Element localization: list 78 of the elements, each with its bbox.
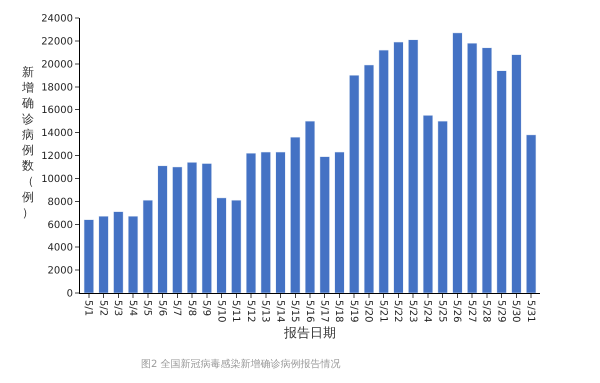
- x-tick-label: 5/23: [406, 300, 418, 322]
- bar: [304, 120, 316, 293]
- y-tick-label: 24000: [41, 14, 73, 24]
- y-tick-label: 18000: [41, 82, 73, 94]
- x-tick-label: 5/9: [200, 300, 212, 316]
- bar: [452, 32, 462, 293]
- x-tick-label: 5/8: [186, 300, 197, 316]
- y-tick-label: 2000: [48, 266, 73, 277]
- x-tick-label: 5/22: [392, 300, 404, 322]
- y-tick-label: 22000: [41, 36, 73, 48]
- bar: [467, 42, 478, 293]
- bar: [216, 198, 227, 293]
- bar: [202, 163, 212, 293]
- bar: [320, 156, 330, 293]
- x-tick-label: 5/12: [244, 300, 256, 322]
- x-tick-label: 5/17: [318, 300, 330, 322]
- y-tick-label: 4000: [48, 242, 73, 254]
- bar: [438, 120, 448, 293]
- x-tick-label: 5/15: [289, 300, 300, 322]
- x-tick-label: 5/20: [362, 300, 374, 322]
- y-tick-label: 0: [66, 288, 73, 300]
- x-tick-label: 5/10: [215, 300, 226, 322]
- x-tick-label: 5/27: [466, 300, 477, 322]
- bar: [260, 152, 271, 293]
- x-tick-label: 5/7: [171, 300, 182, 316]
- x-tick-label: 5/4: [126, 300, 138, 316]
- x-tick-label: 5/1: [82, 300, 94, 316]
- y-tick-label: 10000: [41, 174, 73, 185]
- y-tick-label: 14000: [41, 128, 73, 140]
- x-tick-label: 5/25: [436, 300, 448, 322]
- bar: [98, 216, 109, 293]
- bar: [290, 136, 300, 293]
- x-tick-label: 5/30: [510, 300, 522, 322]
- x-tick-label: 5/19: [348, 300, 359, 322]
- y-tick-label: 20000: [41, 59, 73, 70]
- y-tick-label: 16000: [41, 105, 73, 116]
- x-tick-label: 5/14: [274, 300, 286, 322]
- x-tick-label: 5/11: [230, 300, 242, 322]
- x-tick-label: 5/2: [97, 300, 108, 316]
- bar: [113, 211, 124, 293]
- x-tick-label: 5/21: [377, 300, 388, 322]
- bar: [422, 115, 433, 293]
- x-tick-label: 5/5: [142, 300, 153, 316]
- bar: [378, 50, 389, 293]
- y-tick-label: 12000: [41, 151, 73, 162]
- bar: [187, 162, 198, 293]
- bar: [275, 152, 286, 293]
- bar: [142, 200, 153, 293]
- x-axis-title: 报告日期: [283, 326, 336, 342]
- bar: [526, 134, 536, 293]
- x-tick-label: 5/26: [451, 300, 462, 322]
- y-tick-label: 8000: [48, 196, 73, 208]
- x-tick-label: 5/29: [495, 300, 506, 322]
- bar: [334, 152, 345, 293]
- bar: [364, 64, 374, 293]
- x-tick-label: 5/6: [156, 300, 168, 316]
- x-tick-label: 5/13: [260, 300, 271, 322]
- x-tick-label: 5/31: [524, 300, 536, 322]
- x-tick-label: 5/28: [480, 300, 492, 322]
- bar: [511, 54, 522, 293]
- bar: [172, 166, 182, 293]
- bar: [482, 48, 492, 293]
- x-tick-label: 5/24: [422, 300, 433, 322]
- x-tick-label: 5/16: [304, 300, 315, 322]
- x-tick-label: 5/3: [112, 300, 124, 316]
- bar: [496, 70, 507, 293]
- bar: [231, 200, 242, 293]
- bar: [158, 166, 168, 293]
- y-tick-label: 6000: [48, 220, 73, 231]
- text: 新增确诊病例数（例）: [22, 65, 34, 220]
- bar: [349, 75, 360, 293]
- bar: [408, 40, 418, 293]
- bar: [84, 219, 94, 293]
- bar: [128, 216, 138, 293]
- bar: [393, 42, 404, 293]
- x-tick-label: 5/18: [333, 300, 344, 322]
- bar: [246, 152, 256, 293]
- caption: 图2 全国新冠病毒感染新增确诊病例报告情况: [141, 358, 341, 370]
